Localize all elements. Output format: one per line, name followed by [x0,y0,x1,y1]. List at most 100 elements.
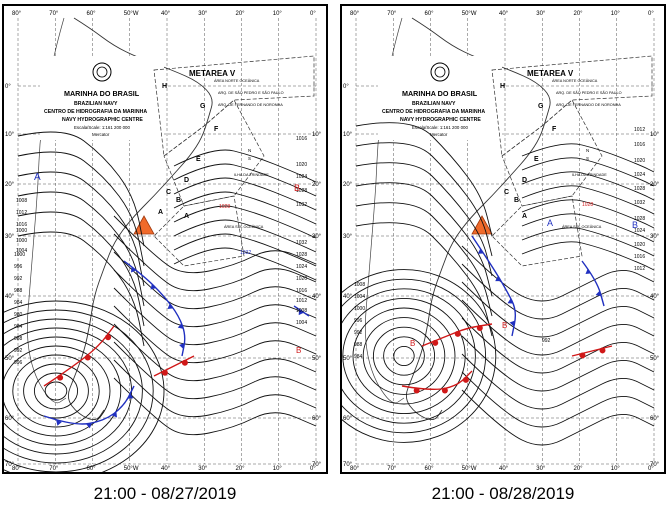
area-name-label: ÁREA NORTE OCEÂNICA [552,78,598,83]
longitude-label-bottom: 60° [425,466,435,472]
latitude-label-left: 10° [5,132,15,138]
warm-front-semicircle [454,330,461,337]
isobar-low-ring [393,345,415,367]
area-letter-E: E [196,156,201,163]
isobar-value-label: 1000 [14,252,25,258]
header-line4: NAVY HYDROGRAPHIC CENTRE [62,117,143,123]
isobar-value-label: 1024 [296,264,307,270]
longitude-label-bottom: 80° [350,466,360,472]
warm-front-semicircle [441,387,448,394]
isobar-value-label: 1028 [296,252,307,258]
cold-front-line [43,385,135,425]
isobar-value-label: 1024 [634,228,645,234]
cold-front-triangle [86,423,92,429]
isobar-line [461,245,655,302]
red-annotation-1028: 1028 [219,204,230,210]
isobar-value-label: 1008 [354,282,365,288]
header-title: MARINHA DO BRASIL [402,89,478,98]
isobar-low-ring [4,318,143,464]
isobar-low-ring [4,300,165,472]
isobar-line [173,191,317,225]
longitude-label-top: 40° [161,11,171,17]
isobar-value-label: 1004 [354,294,365,300]
latitude-label-right: 40° [312,294,322,300]
isobar-value-label: 1020 [634,158,645,164]
cold-front-triangle [477,248,484,254]
header-projection: Mercator [92,132,110,137]
isobar-value-label: 1028 [296,188,307,194]
isobar-value-label: 1000 [354,306,365,312]
latitude-label-left: 20° [343,182,353,188]
isobar-line [521,213,655,243]
latitude-label-right: 50° [650,356,660,362]
red-annotation-1028: 1028 [582,202,593,208]
area-letter-B: B [176,197,181,204]
longitude-label-bottom: 50°W [124,466,139,472]
longitude-label-bottom: 70° [49,466,59,472]
isobar-value-label: 1012 [634,127,645,133]
isobar-line [113,305,317,364]
isobar-low-ring [4,336,122,446]
longitude-label-top: 20° [574,11,584,17]
longitude-label-top: 70° [387,11,397,17]
longitude-label-top: 60° [87,11,97,17]
longitude-label-bottom: 10° [611,466,621,472]
isobar-line [173,205,317,239]
isobar-value-label: 992 [354,330,363,336]
isobar-line [521,185,655,215]
latitude-label-right: 30° [650,234,660,240]
latitude-label-left: 60° [5,416,15,422]
synoptic-chart-right: 80°80°70°70°60°60°50°W50°W40°40°30°30°20… [342,11,660,472]
warm-front-semicircle [161,369,168,376]
isobar-line [173,247,317,281]
metarea-label: METAREA V [189,69,236,78]
isobar-low-ring [342,288,476,424]
compass-s: S [248,156,251,161]
longitude-label-bottom: 70° [387,466,397,472]
isobar-value-label: 1032 [634,200,645,206]
compass-s: S [586,156,589,161]
longitude-label-top: 50°W [124,11,139,17]
isobar-line [173,149,317,183]
latitude-label-left: 10° [343,132,353,138]
longitude-label-top: 0° [648,11,654,17]
isobar-value-label: 1032 [296,202,307,208]
latitude-label-right: 60° [650,416,660,422]
area-boundary-south [491,195,583,267]
red-annotation-b: B [294,183,300,193]
warning-triangle-icon [133,215,155,235]
synoptic-map-panel-right: 80° 80° 70° 70° 60° 60° 50°W 50°W 40° 40° 30° 30° 20… [340,4,666,474]
isobar-low-ring [372,326,436,386]
metarea-label: METAREA V [527,69,574,78]
isobar-line [113,287,317,346]
cold-front-triangle [56,420,62,426]
area-letter-C: C [504,189,509,196]
isobar-line [521,199,655,229]
area-name-label: ÁREA SUL OCEÂNICA [562,224,602,229]
area-letter-A: A [522,213,527,220]
isobar-value-label: 1024 [296,174,307,180]
isobar-line [113,233,317,292]
cold-front-triangle [509,320,516,327]
longitude-label-top: 40° [499,11,509,17]
warm-front-semicircle [84,354,91,361]
latitude-label-right: 10° [650,132,660,138]
navy-emblem-icon [92,62,112,82]
isobar-low-ring [23,363,89,419]
isobar-low-ring [362,317,446,395]
isobar-value-label: 1016 [634,254,645,260]
cold-front-line [581,260,605,307]
isobar-line [113,377,317,436]
isobar-line [113,341,317,400]
isobar-line [355,142,493,257]
isobar-line [461,281,655,338]
isobar-line [355,222,493,337]
isobar-line [461,263,655,320]
isobar-value-label: 980 [14,312,23,318]
warm-front-line [43,325,115,387]
area-letter-D: D [184,177,189,184]
longitude-label-top: 80° [350,11,360,17]
cold-front-triangle [111,411,117,418]
cold-front-triangle [179,343,185,349]
isobar-value-label: 988 [14,288,23,294]
